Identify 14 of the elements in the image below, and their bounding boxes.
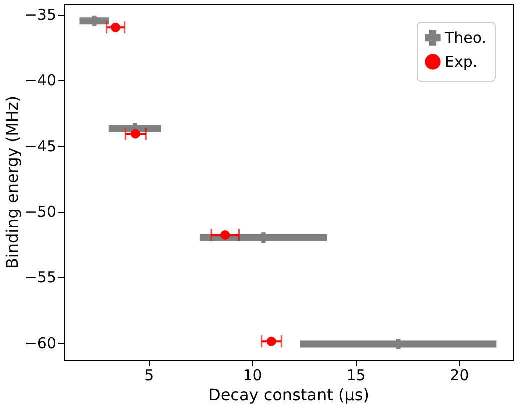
x-tick-label: 5 [144, 366, 154, 384]
legend-label: Exp. [445, 53, 478, 71]
y-axis-title: Binding energy (MHz) [2, 96, 22, 270]
y-tick-label: −60 [24, 334, 56, 352]
y-tick-label: −45 [24, 137, 56, 156]
y-tick-label: −40 [24, 72, 56, 90]
x-tick-label: 10 [243, 366, 262, 384]
y-tick-label: −50 [24, 203, 56, 222]
legend-label: Theo. [444, 29, 487, 47]
x-tick-label: 15 [346, 366, 366, 384]
x-axis-title: Decay constant (μs) [208, 386, 370, 404]
x-tick-label: 20 [450, 366, 470, 384]
y-tick-label: −55 [24, 268, 56, 287]
y-tick-label: −35 [24, 6, 56, 24]
